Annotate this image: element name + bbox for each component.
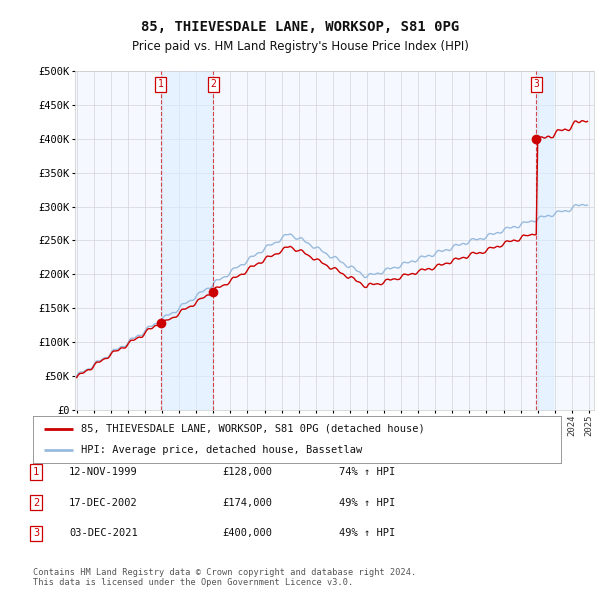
- Text: 85, THIEVESDALE LANE, WORKSOP, S81 0PG (detached house): 85, THIEVESDALE LANE, WORKSOP, S81 0PG (…: [80, 424, 424, 434]
- Bar: [536, 71, 553, 410]
- Text: 2: 2: [211, 80, 216, 89]
- Text: Contains HM Land Registry data © Crown copyright and database right 2024.: Contains HM Land Registry data © Crown c…: [33, 568, 416, 577]
- Bar: [161, 71, 213, 410]
- Text: 85, THIEVESDALE LANE, WORKSOP, S81 0PG: 85, THIEVESDALE LANE, WORKSOP, S81 0PG: [141, 20, 459, 34]
- Text: HPI: Average price, detached house, Bassetlaw: HPI: Average price, detached house, Bass…: [80, 445, 362, 455]
- Text: 3: 3: [33, 529, 39, 538]
- Text: £128,000: £128,000: [222, 467, 272, 477]
- Text: £174,000: £174,000: [222, 498, 272, 507]
- Text: 3: 3: [533, 80, 539, 89]
- Text: Price paid vs. HM Land Registry's House Price Index (HPI): Price paid vs. HM Land Registry's House …: [131, 40, 469, 53]
- Text: 49% ↑ HPI: 49% ↑ HPI: [339, 529, 395, 538]
- Text: 03-DEC-2021: 03-DEC-2021: [69, 529, 138, 538]
- Text: 17-DEC-2002: 17-DEC-2002: [69, 498, 138, 507]
- Text: This data is licensed under the Open Government Licence v3.0.: This data is licensed under the Open Gov…: [33, 578, 353, 588]
- Text: 74% ↑ HPI: 74% ↑ HPI: [339, 467, 395, 477]
- Text: 49% ↑ HPI: 49% ↑ HPI: [339, 498, 395, 507]
- Text: 12-NOV-1999: 12-NOV-1999: [69, 467, 138, 477]
- Text: 1: 1: [33, 467, 39, 477]
- Text: 1: 1: [158, 80, 164, 89]
- Text: £400,000: £400,000: [222, 529, 272, 538]
- Text: 2: 2: [33, 498, 39, 507]
